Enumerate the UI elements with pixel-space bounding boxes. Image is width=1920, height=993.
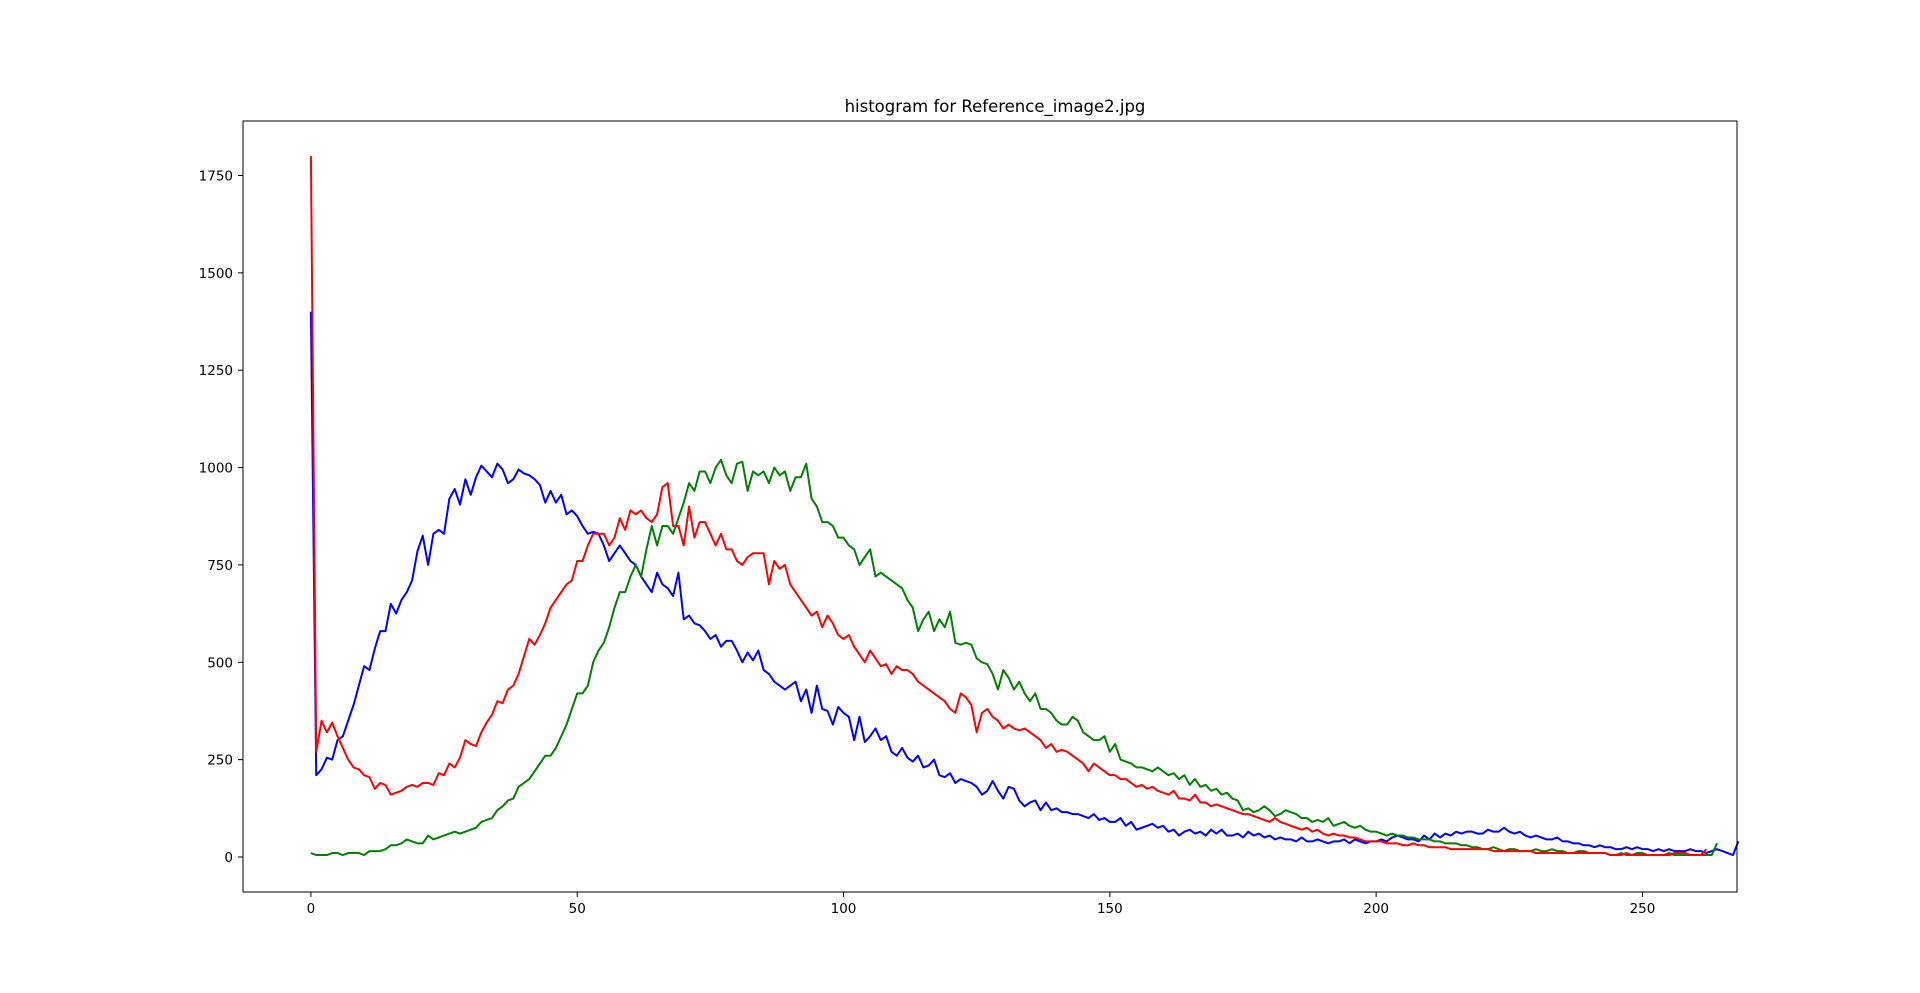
tick-layer: 0 50 100 150 200 250 0 250 500 750 1000 1250 1500 175…	[199, 169, 1656, 917]
y-tick-label: 250	[207, 753, 233, 769]
y-tick-label: 1750	[199, 169, 233, 185]
y-tick-label: 1250	[199, 363, 233, 379]
x-tick-label: 200	[1363, 901, 1389, 917]
x-tick-label: 250	[1630, 901, 1656, 917]
y-tick-label: 0	[224, 850, 233, 866]
series-line-0	[309, 311, 1740, 857]
x-tick-label: 150	[1097, 901, 1123, 917]
y-tick-label: 750	[207, 558, 233, 574]
y-tick-label: 1000	[199, 461, 233, 477]
x-tick-label: 50	[569, 901, 586, 917]
y-tick-label: 500	[207, 655, 233, 671]
y-tick-label: 1500	[199, 266, 233, 282]
series-line-2	[309, 156, 1708, 857]
axes-frame	[242, 120, 1738, 893]
x-tick-label: 0	[307, 901, 316, 917]
chart-title: histogram for Reference_image2.jpg	[845, 97, 1146, 117]
x-tick-label: 100	[831, 901, 857, 917]
series-layer	[309, 156, 1740, 857]
